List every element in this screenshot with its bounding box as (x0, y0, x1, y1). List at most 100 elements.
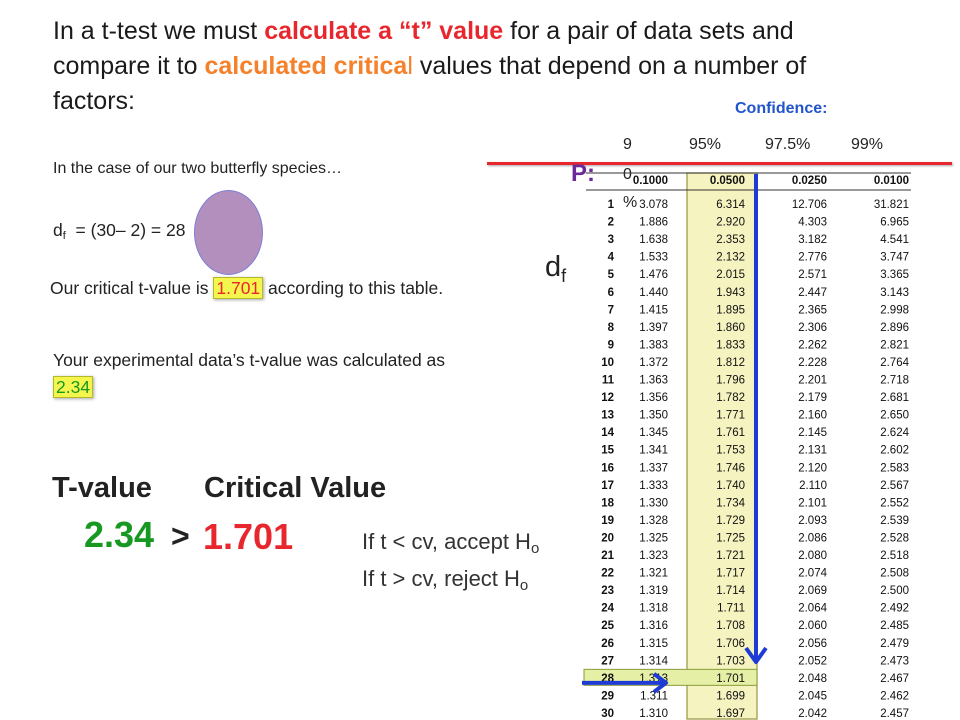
table-cell: 1.782 (716, 392, 745, 404)
table-cell: 2.896 (880, 322, 909, 334)
table-cell: 1.708 (716, 620, 745, 632)
table-cell: 2.120 (798, 462, 827, 474)
table-cell: 2.650 (880, 410, 909, 422)
table-header-cell: 0.0100 (874, 175, 909, 187)
table-row-number: 24 (601, 603, 614, 615)
table-cell: 2.473 (880, 655, 909, 667)
critical-value-header: Critical Value (204, 472, 387, 504)
table-cell: 2.447 (798, 287, 827, 299)
table-row-number: 8 (608, 322, 615, 334)
table-cell: 2.583 (880, 462, 909, 474)
table-cell: 1.341 (639, 445, 668, 457)
table-cell: 2.821 (880, 339, 909, 351)
table-cell: 1.717 (716, 568, 745, 580)
confidence-header-95: 95% (689, 136, 722, 153)
comparison-operator: > (171, 518, 190, 554)
table-cell: 2.528 (880, 532, 909, 544)
table-cell: 1.372 (639, 357, 668, 369)
table-cell: 2.086 (798, 532, 827, 544)
table-cell: 3.182 (798, 234, 827, 246)
table-cell: 2.306 (798, 322, 827, 334)
table-cell: 2.462 (880, 690, 909, 702)
rule-reject-text: If t > cv, reject H (362, 566, 520, 591)
table-cell: 1.860 (716, 322, 745, 334)
table-cell: 2.492 (880, 603, 909, 615)
table-row-number: 6 (608, 287, 614, 299)
table-row-number: 29 (601, 690, 614, 702)
table-row-number: 25 (601, 620, 614, 632)
table-cell: 1.328 (639, 515, 668, 527)
table-cell: 1.895 (716, 304, 745, 316)
table-row-number: 5 (608, 269, 615, 281)
table-cell: 2.457 (880, 708, 909, 720)
header-red-line (487, 162, 952, 165)
table-cell: 2.539 (880, 515, 909, 527)
table-cell: 1.796 (716, 375, 745, 387)
table-cell: 1.325 (639, 532, 668, 544)
horizontal-arrow-head (652, 672, 668, 694)
table-cell: 1.703 (716, 655, 745, 667)
table-cell: 2.080 (798, 550, 827, 562)
table-row-number: 26 (601, 638, 614, 650)
table-row-number: 7 (608, 304, 614, 316)
df-calc-sub: f (62, 230, 66, 242)
intro-paragraph: In a t-test we must calculate a “t” valu… (53, 14, 873, 119)
critical-text-after: according to this table. (263, 278, 444, 298)
table-cell: 1.321 (639, 568, 668, 580)
table-cell: 2.365 (798, 304, 827, 316)
table-cell: 2.064 (798, 603, 827, 615)
table-cell: 1.333 (639, 480, 668, 492)
table-cell: 2.567 (880, 480, 909, 492)
table-cell: 2.508 (880, 568, 909, 580)
table-cell: 3.143 (880, 287, 909, 299)
table-cell: 2.101 (798, 497, 827, 509)
table-cell: 12.706 (792, 199, 827, 211)
tvalue-header: T-value (52, 472, 152, 504)
table-row-number: 11 (602, 375, 615, 387)
rule-accept: If t < cv, accept Ho (362, 527, 539, 564)
table-cell: 1.701 (716, 673, 745, 685)
table-cell: 1.319 (639, 585, 668, 597)
table-cell: 2.132 (716, 252, 745, 264)
table-cell: 6.314 (716, 199, 745, 211)
table-cell: 2.015 (716, 269, 745, 281)
rule-accept-sub: o (530, 540, 540, 557)
table-cell: 2.069 (798, 585, 827, 597)
experimental-value-highlight: 2.34 (53, 376, 94, 398)
table-cell: 1.740 (716, 480, 745, 492)
experimental-value-text: Your experimental data’s t-value was cal… (53, 347, 458, 401)
confidence-header-97-5: 97.5% (765, 136, 811, 153)
table-header-cell: 0.0500 (710, 175, 745, 187)
df-table-label: df (545, 251, 566, 287)
confidence-header-90-bottom: % (623, 194, 638, 211)
table-cell: 2.718 (880, 375, 909, 387)
decision-rules: If t < cv, accept Ho If t > cv, reject H… (362, 527, 539, 601)
table-cell: 2.467 (880, 673, 909, 685)
critical-value-text: Our critical t-value is 1.701 according … (50, 275, 458, 302)
table-cell: 1.697 (716, 708, 745, 720)
t-distribution-table: 0.1000 0.0500 0.0250 0.0100 1 3.078 6.314 12.70… (582, 172, 911, 720)
table-cell: 1.771 (716, 410, 745, 422)
confidence-header-90-mid: 0 (623, 166, 632, 183)
table-cell: 2.485 (880, 620, 909, 632)
table-cell: 2.920 (716, 217, 745, 229)
table-cell: 2.518 (880, 550, 909, 562)
table-cell: 1.725 (716, 532, 745, 544)
table-cell: 3.747 (880, 252, 909, 264)
df-highlight-circle (194, 190, 263, 275)
df-calc-d: d (53, 220, 63, 240)
table-cell: 2.048 (798, 673, 827, 685)
table-cell: 3.078 (639, 199, 668, 211)
table-cell: 1.812 (716, 357, 745, 369)
table-cell: 1.706 (716, 638, 745, 650)
table-cell: 1.311 (640, 690, 668, 702)
table-row-number: 27 (601, 655, 614, 667)
intro-text-1: In a t-test we must (53, 17, 265, 45)
table-row-number: 1 (608, 199, 615, 211)
table-cell: 2.052 (798, 655, 827, 667)
rule-accept-text: If t < cv, accept H (362, 529, 531, 554)
table-cell: 1.761 (716, 427, 745, 439)
table-cell: 1.315 (639, 638, 668, 650)
table-cell: 1.699 (716, 690, 745, 702)
critical-value-highlight: 1.701 (213, 277, 264, 299)
